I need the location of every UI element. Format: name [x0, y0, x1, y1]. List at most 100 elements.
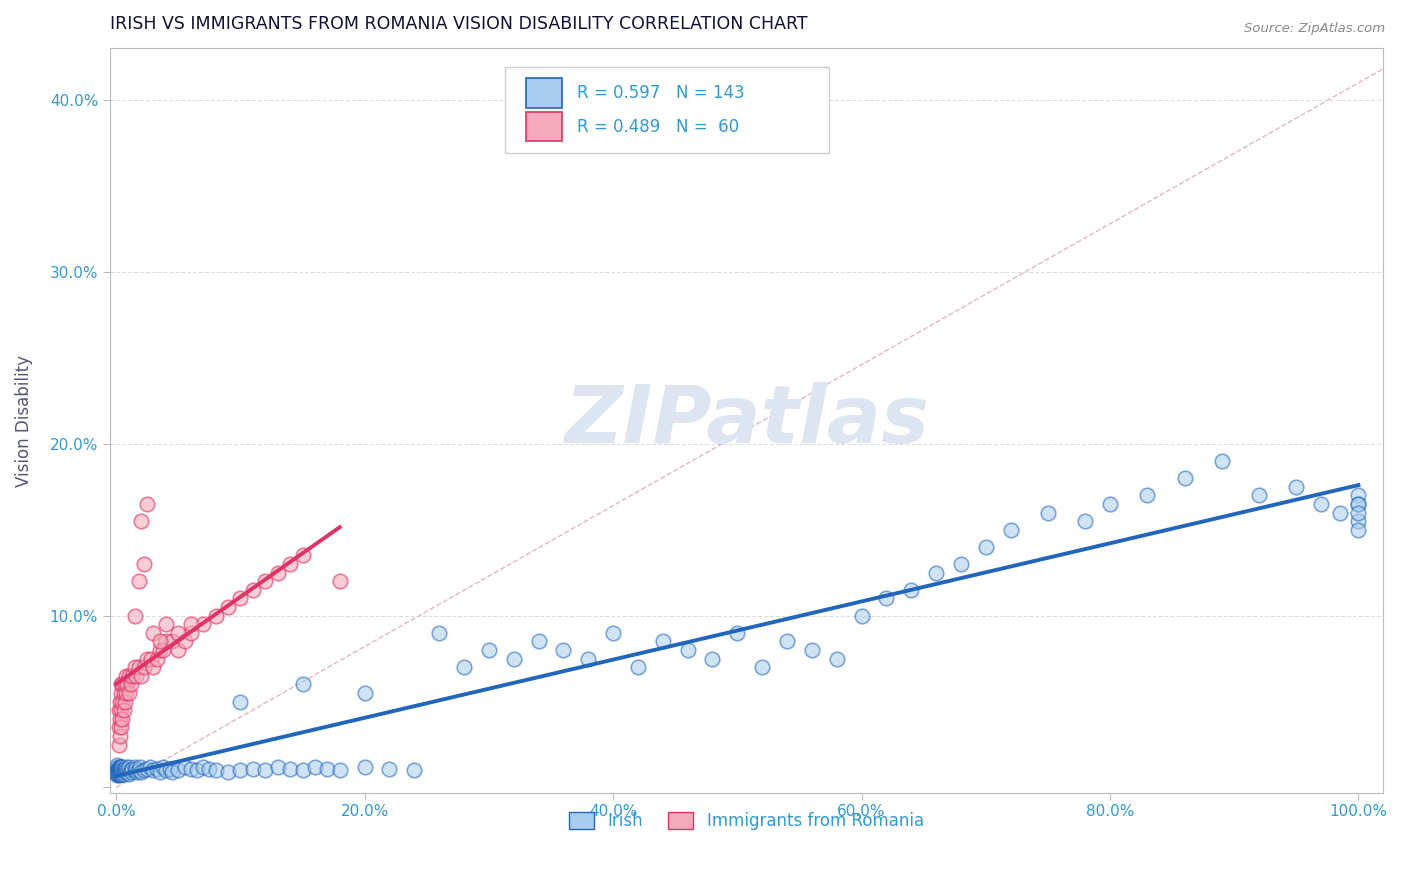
Point	[108, 766, 131, 780]
Point	[553, 643, 575, 657]
Point	[453, 660, 475, 674]
Point	[129, 669, 152, 683]
Point	[191, 760, 214, 774]
Point	[266, 566, 288, 580]
Point	[107, 762, 129, 776]
Point	[242, 582, 264, 597]
Point	[124, 764, 146, 778]
Point	[173, 760, 195, 774]
Point	[110, 765, 132, 780]
Point	[128, 574, 150, 589]
Point	[1285, 480, 1308, 494]
Point	[1000, 523, 1022, 537]
Point	[266, 760, 288, 774]
Point	[1347, 523, 1369, 537]
Legend: Irish, Immigrants from Romania: Irish, Immigrants from Romania	[562, 805, 931, 837]
Point	[114, 762, 136, 776]
Point	[107, 762, 129, 776]
Point	[110, 760, 132, 774]
Point	[229, 764, 252, 778]
Text: R = 0.489   N =  60: R = 0.489 N = 60	[578, 118, 740, 136]
Point	[110, 677, 132, 691]
Point	[110, 703, 132, 717]
Point	[1074, 514, 1097, 528]
Point	[149, 634, 172, 648]
Point	[112, 686, 135, 700]
Point	[159, 762, 181, 776]
Point	[851, 608, 873, 623]
Point	[378, 762, 401, 776]
Point	[115, 764, 138, 778]
Point	[107, 765, 129, 780]
Point	[121, 669, 143, 683]
Point	[110, 765, 132, 780]
Point	[149, 765, 172, 780]
Point	[291, 677, 314, 691]
Point	[1347, 488, 1369, 502]
Point	[112, 764, 135, 778]
Point	[120, 765, 142, 780]
Point	[129, 514, 152, 528]
Point	[114, 765, 136, 780]
Point	[108, 712, 131, 726]
Point	[117, 764, 139, 778]
Point	[254, 764, 277, 778]
Point	[800, 643, 823, 657]
Point	[1173, 471, 1195, 485]
Point	[776, 634, 799, 648]
Point	[111, 762, 134, 776]
Point	[107, 764, 129, 778]
Point	[127, 765, 149, 780]
Point	[108, 765, 131, 780]
Point	[107, 764, 129, 778]
Point	[875, 591, 897, 606]
Point	[111, 764, 134, 778]
Point	[160, 765, 183, 780]
Point	[107, 766, 129, 780]
Point	[110, 766, 132, 780]
Point	[108, 760, 131, 774]
Point	[108, 764, 131, 778]
Text: Source: ZipAtlas.com: Source: ZipAtlas.com	[1244, 22, 1385, 36]
Point	[304, 760, 326, 774]
Point	[124, 608, 146, 623]
Point	[110, 760, 132, 774]
Point	[110, 686, 132, 700]
Point	[128, 660, 150, 674]
Point	[138, 760, 160, 774]
Point	[111, 712, 134, 726]
Point	[725, 625, 748, 640]
Point	[155, 764, 177, 778]
Point	[132, 764, 155, 778]
Point	[229, 591, 252, 606]
Point	[125, 762, 148, 776]
Point	[112, 766, 135, 780]
Point	[142, 764, 165, 778]
Point	[107, 765, 129, 780]
Point	[180, 625, 202, 640]
Point	[204, 764, 226, 778]
Point	[111, 764, 134, 778]
Point	[676, 643, 699, 657]
Text: ZIPatlas: ZIPatlas	[564, 382, 929, 459]
Point	[112, 703, 135, 717]
Point	[242, 762, 264, 776]
Point	[124, 760, 146, 774]
Point	[825, 651, 848, 665]
Point	[110, 764, 132, 778]
Point	[120, 764, 142, 778]
Point	[1136, 488, 1159, 502]
Point	[108, 695, 131, 709]
Point	[107, 766, 129, 780]
Point	[114, 764, 136, 778]
Point	[112, 762, 135, 776]
Point	[278, 557, 301, 571]
Point	[254, 574, 277, 589]
Point	[114, 695, 136, 709]
Point	[217, 600, 239, 615]
Point	[329, 574, 352, 589]
Point	[108, 765, 131, 780]
Point	[107, 760, 129, 774]
Y-axis label: Vision Disability: Vision Disability	[15, 354, 32, 486]
Point	[108, 762, 131, 776]
